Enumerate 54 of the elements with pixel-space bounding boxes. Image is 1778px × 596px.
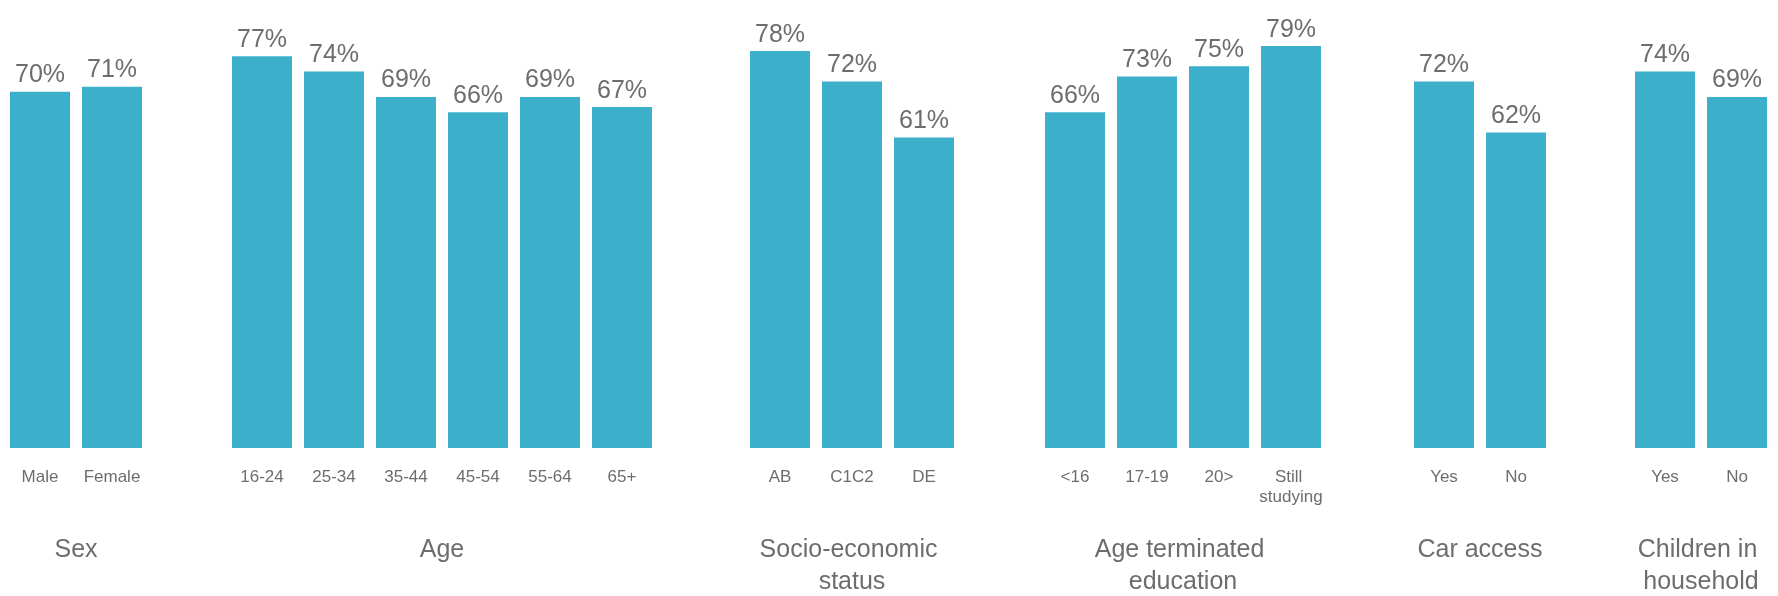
x-axis-title: Children in household: [1637, 534, 1765, 594]
x-tick-label: Yes: [1651, 466, 1679, 486]
data-label: 75%: [1193, 33, 1245, 62]
x-tick-label: 20>: [1204, 466, 1234, 486]
x-tick-label: AB: [768, 466, 792, 486]
data-label: 73%: [1121, 44, 1173, 73]
x-tick-label: Male: [21, 466, 59, 486]
bar: [1189, 66, 1249, 448]
x-tick-label: No: [1505, 466, 1527, 486]
bar: [1261, 46, 1321, 448]
x-tick-label: 55-64: [528, 466, 572, 486]
x-tick-label: Still studying: [1259, 466, 1323, 506]
x-tick-label: Female: [83, 466, 141, 486]
data-label: 69%: [524, 64, 576, 93]
data-label: 71%: [86, 54, 138, 83]
data-label: 69%: [1711, 64, 1763, 93]
data-label: 66%: [1049, 79, 1101, 108]
bar: [448, 112, 508, 448]
x-tick-label: 65+: [607, 466, 637, 486]
x-tick-label: DE: [912, 466, 936, 486]
x-axis-title: Age terminated education: [1094, 534, 1272, 594]
x-tick-label: <16: [1060, 466, 1090, 486]
x-axis-title: Age: [419, 534, 465, 562]
x-axis-title: Sex: [54, 534, 99, 562]
bar: [1117, 76, 1177, 448]
data-label: 72%: [1418, 49, 1470, 78]
x-axis-title: Socio-economic status: [759, 534, 945, 594]
bar: [1045, 112, 1105, 448]
x-tick-label: 16-24: [240, 466, 284, 486]
x-tick-label: C1C2: [830, 466, 874, 486]
data-label: 62%: [1490, 100, 1542, 129]
bar: [304, 71, 364, 448]
data-label: 78%: [754, 18, 806, 47]
data-label: 66%: [452, 79, 504, 108]
data-label: 67%: [596, 74, 648, 103]
data-label: 69%: [380, 64, 432, 93]
data-label: 70%: [14, 59, 66, 88]
bar: [232, 56, 292, 448]
x-tick-label: 25-34: [312, 466, 356, 486]
x-axis-title: Car access: [1417, 534, 1543, 562]
data-label: 61%: [898, 105, 950, 134]
bar: [376, 96, 436, 448]
bar: [592, 107, 652, 448]
data-label: 74%: [1639, 38, 1691, 67]
data-label: 72%: [826, 49, 878, 78]
bar: [520, 96, 580, 448]
x-tick-label: 17-19: [1125, 466, 1169, 486]
x-tick-label: No: [1726, 466, 1748, 486]
x-tick-label: Yes: [1430, 466, 1458, 486]
x-tick-label: 45-54: [456, 466, 500, 486]
data-label: 74%: [308, 38, 360, 67]
data-label: 77%: [236, 23, 288, 52]
x-tick-label: 35-44: [384, 466, 428, 486]
data-label: 79%: [1265, 13, 1317, 42]
